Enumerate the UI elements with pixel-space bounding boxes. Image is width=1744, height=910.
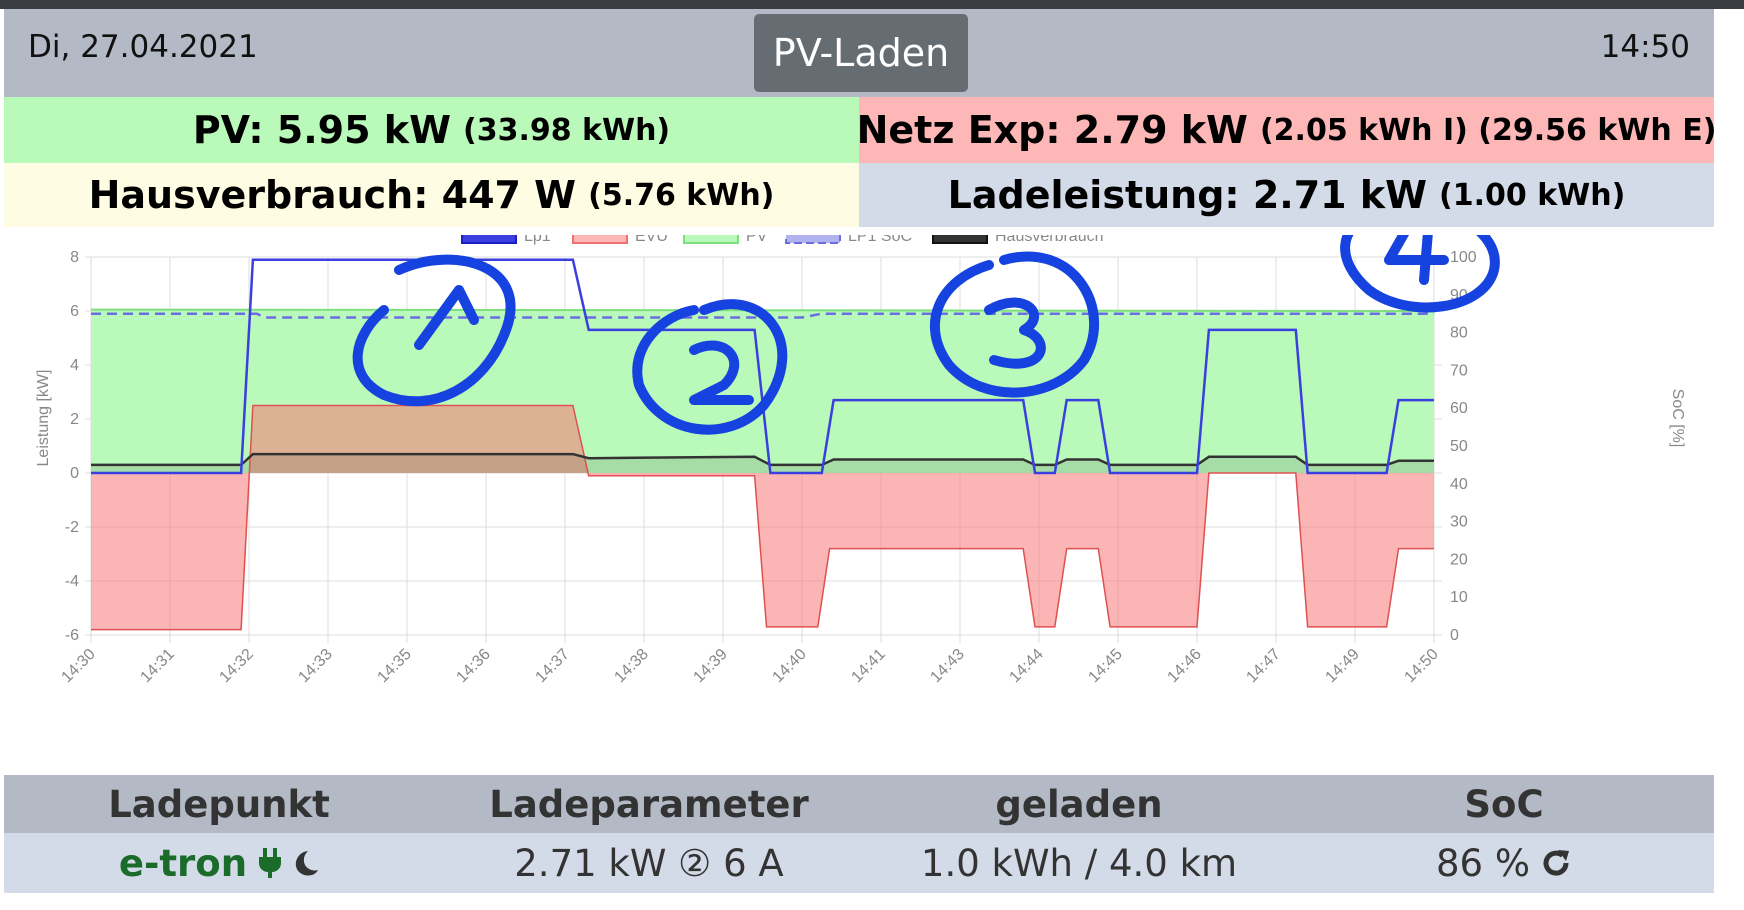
power-chart[interactable]: Lp1 EVU PV LP1 SoC Hausverbrauch 14:30 14:31 1… (4, 235, 1714, 772)
legend-label: PV (746, 235, 768, 245)
y2-tick-label: 70 (1450, 362, 1468, 379)
charge-params[interactable]: 2.71 kW ② 6 A (514, 841, 784, 885)
charge-power-cell: Ladeleistung: 2.71 kW (1.00 kWh) (859, 163, 1714, 227)
y-tick-label: -2 (65, 519, 79, 536)
chargepoint-name[interactable]: e-tron (118, 841, 248, 885)
col-ladepunkt: Ladepunkt (108, 782, 330, 826)
x-tick-label: 14:38 (611, 646, 651, 686)
annotation-circle-4: 4 (1340, 235, 1500, 313)
x-tick-label: 14:40 (769, 646, 809, 686)
y-tick-label: -4 (65, 573, 79, 590)
lp1-line (91, 258, 1434, 475)
header-date: Di, 27.04.2021 (28, 29, 258, 65)
x-tick-label: 14:35 (374, 646, 414, 686)
annotation-circle-1: 1 (352, 254, 516, 407)
x-tick-label: 14:37 (532, 646, 572, 686)
legend-item-lp1[interactable]: Lp1 (461, 235, 551, 245)
x-tick-label: 14:41 (848, 646, 888, 686)
col-ladeparameter: Ladeparameter (489, 782, 809, 826)
legend-swatch (683, 235, 739, 244)
col-geladen: geladen (995, 782, 1163, 826)
y2-tick-label: 100 (1450, 249, 1477, 266)
x-tick-label: 14:43 (927, 646, 967, 686)
legend-label: Lp1 (524, 235, 551, 245)
grid-energy: (2.05 kWh I) (29.56 kWh E) (1259, 112, 1717, 148)
x-tick-label: 14:39 (690, 646, 730, 686)
pv-laden-button[interactable]: PV-Laden (754, 14, 968, 92)
legend-swatch (932, 235, 988, 244)
house-consumption-cell: Hausverbrauch: 447 W (5.76 kWh) (4, 163, 859, 227)
legend-label: EVU (635, 235, 668, 245)
y2-tick-label: 10 (1450, 589, 1468, 606)
x-tick-label: 14:30 (58, 646, 98, 686)
charge-power: Ladeleistung: 2.71 kW (947, 173, 1428, 217)
y2-tick-label: 40 (1450, 476, 1468, 493)
y2-tick-label: 80 (1450, 325, 1468, 342)
legend-swatch (785, 235, 841, 244)
evu-line (91, 404, 1434, 631)
x-tick-label: 14:50 (1401, 646, 1441, 686)
y-tick-label: -6 (65, 627, 79, 644)
pv-power: PV: 5.95 kW (192, 108, 451, 152)
x-tick-label: 14:31 (137, 646, 177, 686)
legend-item-pv[interactable]: PV (683, 235, 768, 245)
header-bar: Di, 27.04.2021 PV-Laden 14:50 (4, 9, 1714, 97)
legend-label: LP1 SoC (848, 235, 912, 245)
y2-tick-label: 60 (1450, 400, 1468, 417)
x-tick-label: 14:36 (453, 646, 493, 686)
evu-area (91, 405, 1434, 630)
x-tick-label: 14:44 (1006, 646, 1046, 686)
plug-icon (257, 848, 283, 878)
x-tick-label: 14:32 (216, 646, 256, 686)
header-time: 14:50 (1600, 29, 1690, 65)
x-tick-label: 14:49 (1322, 646, 1362, 686)
chargepoint-row[interactable]: e-tron 2.71 kW ② 6 A 1.0 kWh / 4.0 km 86… (4, 833, 1714, 893)
pv-energy: (33.98 kWh) (462, 112, 671, 148)
top-edge-bar (0, 0, 1744, 9)
y2-tick-label: 50 (1450, 438, 1468, 455)
annotation-circle-3: 3 (929, 251, 1099, 398)
y2-axis-label: SoC [%] (1669, 389, 1686, 448)
x-tick-label: 14:46 (1164, 646, 1204, 686)
soc-cell: 86 % (1294, 833, 1714, 893)
y2-tick-label: 30 (1450, 514, 1468, 531)
chart-legend[interactable]: Lp1 EVU PV LP1 SoC Hausverbrauch (461, 235, 1104, 245)
legend-swatch (572, 235, 628, 244)
x-tick-label: 14:45 (1085, 646, 1125, 686)
y-tick-label: 2 (70, 411, 79, 428)
col-soc: SoC (1464, 782, 1544, 826)
x-tick-label: 14:47 (1243, 646, 1283, 686)
house-energy: (5.76 kWh) (588, 177, 775, 213)
y-tick-label: 6 (70, 303, 79, 320)
moon-icon (293, 848, 319, 878)
charge-energy: (1.00 kWh) (1439, 177, 1626, 213)
y2-tick-label: 20 (1450, 551, 1468, 568)
y-tick-label: 0 (70, 465, 79, 482)
x-tick-label: 14:33 (295, 646, 335, 686)
refresh-icon[interactable] (1540, 847, 1572, 879)
hausverbrauch-area (91, 454, 1434, 473)
annotation-circle-2: 2 (632, 299, 788, 435)
legend-item-lp1-soc[interactable]: LP1 SoC (785, 235, 912, 245)
handwritten-annotations: 1 2 3 4 (352, 235, 1500, 435)
legend-item-evu[interactable]: EVU (572, 235, 668, 245)
y2-tick-label: 0 (1450, 627, 1459, 644)
pv-power-cell: PV: 5.95 kW (33.98 kWh) (4, 97, 859, 163)
charged-amount: 1.0 kWh / 4.0 km (920, 841, 1238, 885)
grid-export-power: Netz Exp: 2.79 kW (856, 108, 1248, 152)
legend-swatch (461, 235, 517, 244)
chargepoint-table-header: Ladepunkt Ladeparameter geladen SoC (4, 775, 1714, 833)
soc-line (91, 312, 1434, 319)
chargepoint-name-cell[interactable]: e-tron (4, 833, 434, 893)
soc-value: 86 % (1436, 841, 1530, 885)
house-consumption: Hausverbrauch: 447 W (88, 173, 577, 217)
y-tick-label: 4 (70, 357, 79, 374)
grid-export-cell: Netz Exp: 2.79 kW (2.05 kWh I) (29.56 kW… (856, 97, 1717, 163)
legend-label: Hausverbrauch (995, 235, 1104, 245)
hausverbrauch-line (91, 452, 1434, 467)
y-axis-label: Leistung [kW] (35, 370, 52, 467)
legend-item-hausverbrauch[interactable]: Hausverbrauch (932, 235, 1104, 245)
y-tick-label: 8 (70, 249, 79, 266)
